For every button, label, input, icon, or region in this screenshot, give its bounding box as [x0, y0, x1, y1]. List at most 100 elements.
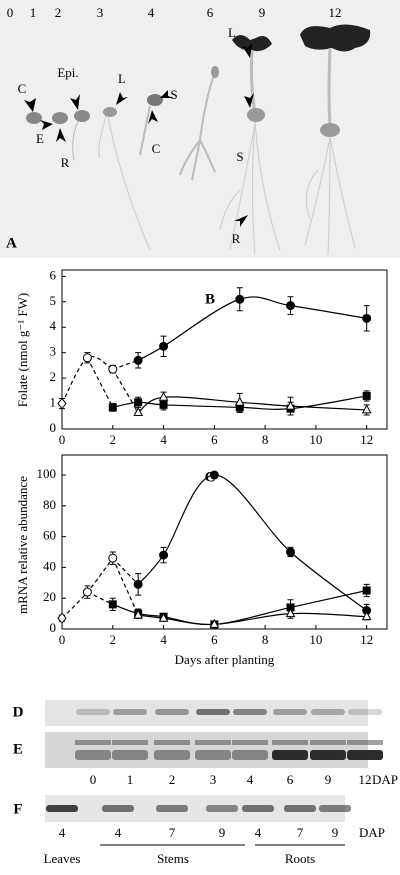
x-tick-label: 0 — [59, 432, 66, 447]
x-tick-label: 10 — [309, 432, 322, 447]
marker — [159, 550, 169, 560]
connector-line — [112, 368, 139, 413]
series-line — [137, 296, 367, 361]
lane-label: 2 — [169, 772, 176, 787]
band — [284, 805, 316, 812]
band — [273, 709, 307, 715]
plot-frame — [61, 454, 388, 630]
marker — [133, 609, 144, 619]
connector-line — [87, 591, 114, 605]
annotation: E — [36, 131, 44, 146]
group-label: Leaves — [44, 851, 81, 866]
x-tick-label: 8 — [262, 632, 269, 647]
band — [75, 750, 111, 760]
x-tick-label: 4 — [160, 432, 167, 447]
band — [75, 740, 111, 745]
x-tick-label: 2 — [110, 432, 117, 447]
marker — [133, 355, 143, 365]
lane-label: 9 — [332, 825, 339, 840]
lane-label: 4 — [115, 825, 122, 840]
marker — [133, 406, 144, 416]
band — [319, 805, 351, 812]
band — [196, 709, 230, 715]
band — [195, 740, 231, 745]
marker — [133, 579, 143, 589]
marker — [286, 547, 296, 557]
band — [242, 805, 274, 812]
marker — [158, 612, 169, 622]
band — [76, 709, 110, 715]
x-tick-label: 12 — [360, 432, 373, 447]
blots — [45, 700, 383, 846]
band — [195, 750, 231, 760]
x-tick-label: 2 — [110, 632, 117, 647]
marker — [234, 396, 245, 406]
marker — [159, 341, 169, 351]
day-label: 4 — [148, 5, 155, 20]
annotation: C — [18, 81, 27, 96]
band — [347, 740, 383, 745]
band — [112, 750, 148, 760]
annotation: R — [61, 155, 70, 170]
series-line — [61, 355, 114, 404]
annotation: Epi. — [57, 65, 78, 80]
panel-label: C — [205, 469, 216, 485]
annotation: R — [232, 231, 241, 246]
marker — [57, 612, 67, 625]
lane-label: 0 — [90, 772, 97, 787]
marker — [285, 400, 296, 410]
band — [154, 750, 190, 760]
day-label: 6 — [207, 5, 214, 20]
marker — [209, 470, 219, 480]
seedling-photo — [0, 0, 400, 258]
y-tick-label: 2 — [50, 369, 57, 384]
marker — [57, 397, 67, 410]
band — [156, 805, 188, 812]
day-label: 1 — [30, 5, 37, 20]
annotation: L — [118, 71, 126, 86]
marker — [361, 611, 372, 621]
marker — [108, 364, 118, 374]
panel-label: D — [13, 704, 24, 720]
band — [310, 750, 346, 760]
day-label: 3 — [97, 5, 104, 20]
y-tick-label: 100 — [37, 466, 57, 481]
band — [232, 740, 268, 745]
panel-label: E — [13, 741, 23, 757]
marker — [82, 353, 92, 363]
marker — [158, 391, 169, 401]
band — [112, 740, 148, 745]
y-tick-label: 1 — [50, 395, 57, 410]
group-label: Stems — [157, 851, 189, 866]
day-label: 9 — [259, 5, 266, 20]
marker — [134, 398, 143, 407]
lane-label: 3 — [210, 772, 217, 787]
annotation: S — [170, 87, 177, 102]
y-tick-label: 5 — [50, 293, 57, 308]
marker — [362, 313, 372, 323]
panel-label: F — [13, 801, 22, 817]
y-tick-label: 4 — [50, 318, 57, 333]
marker — [209, 618, 220, 628]
band — [46, 805, 78, 812]
marker — [108, 403, 117, 412]
annotation: C — [152, 141, 161, 156]
band — [272, 750, 308, 760]
annotation: S — [236, 149, 243, 164]
y-tick-label: 6 — [50, 267, 57, 282]
series-line — [137, 474, 368, 611]
lane-label: 7 — [169, 825, 176, 840]
band — [206, 805, 238, 812]
x-tick-label: 10 — [309, 632, 322, 647]
y-tick-label: 0 — [50, 420, 57, 435]
band — [311, 709, 345, 715]
lane-label: 4 — [255, 825, 262, 840]
y-tick-label: 20 — [43, 589, 56, 604]
marker — [285, 608, 296, 618]
band — [348, 709, 382, 715]
lane-label: 9 — [325, 772, 332, 787]
series-line — [112, 589, 367, 626]
x-tick-label: 6 — [211, 432, 218, 447]
arrows — [24, 43, 254, 227]
